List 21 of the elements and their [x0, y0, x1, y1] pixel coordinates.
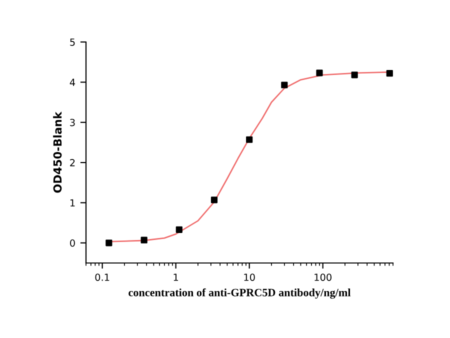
x-axis-title: concentration of anti-GPRC5D antibody/ng/ml — [128, 288, 351, 299]
x-tick-label: 10 — [244, 274, 255, 281]
y-axis-title: OD450-Blank — [53, 112, 62, 193]
y-tick-label: 2 — [70, 159, 75, 166]
point — [140, 236, 148, 244]
point — [281, 82, 288, 88]
point — [106, 240, 112, 246]
point — [246, 136, 253, 143]
y-tick-label: 0 — [70, 239, 75, 247]
y-tick-label: 1 — [70, 199, 75, 206]
y-tick-label: 3 — [70, 118, 75, 126]
point — [210, 196, 218, 204]
point — [386, 70, 393, 77]
point — [176, 226, 182, 233]
point — [316, 70, 323, 76]
y-tick-label: 5 — [70, 38, 75, 46]
x-tick-label: 1 — [174, 274, 178, 281]
x-tick-label: 0.1 — [95, 274, 110, 281]
y-tick-label: 4 — [70, 78, 76, 86]
point — [351, 72, 358, 78]
x-tick-label: 100 — [314, 274, 332, 281]
